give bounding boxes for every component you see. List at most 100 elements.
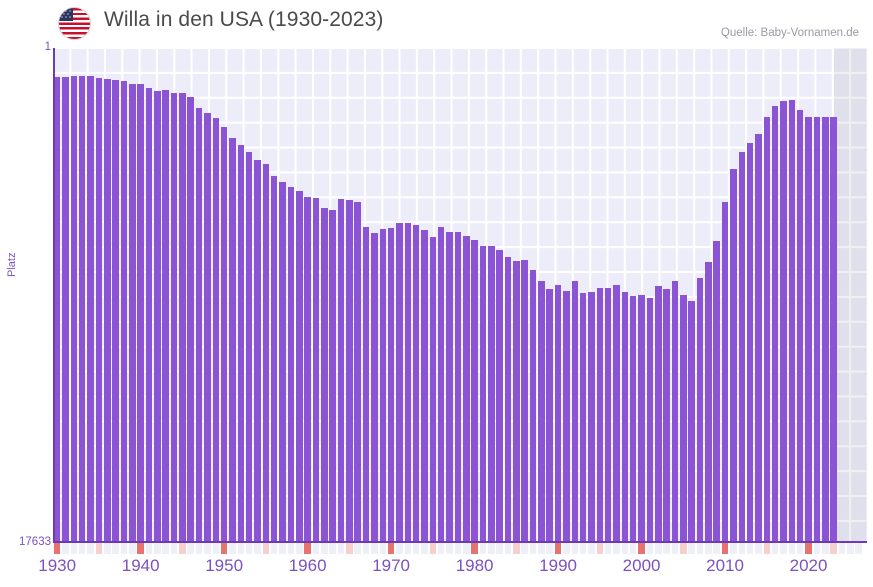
bar [237, 145, 245, 543]
y-axis-bottom-label: 17633 [19, 536, 51, 548]
x-axis-tick [387, 543, 395, 554]
bar [170, 93, 178, 543]
bar [220, 127, 228, 543]
x-axis-tick [738, 543, 745, 554]
x-axis-tick [279, 543, 286, 554]
y-axis-title: Platz [6, 252, 18, 277]
x-axis-tick [554, 543, 562, 554]
bar [53, 76, 61, 543]
bar [755, 133, 762, 543]
bar [195, 108, 203, 543]
bar [312, 198, 320, 543]
bar [262, 164, 270, 543]
bar [629, 296, 637, 543]
bar [87, 76, 94, 543]
bar [129, 84, 136, 543]
bar [379, 229, 387, 543]
x-axis-tick [429, 543, 437, 554]
x-axis-tick [513, 543, 520, 554]
bar [730, 168, 737, 543]
x-axis-tick [471, 543, 478, 554]
bar [304, 196, 311, 543]
x-axis-tick [696, 543, 704, 554]
bar [254, 159, 261, 543]
x-axis-tick [855, 543, 862, 554]
x-axis-tick [270, 543, 278, 554]
x-axis-tick [129, 543, 136, 554]
x-axis-tick [53, 543, 61, 554]
bar [521, 259, 528, 543]
x-axis-tick [755, 543, 762, 554]
bar [638, 295, 645, 543]
x-axis-tick [822, 543, 829, 554]
bar [805, 117, 812, 543]
x-axis-tick [847, 543, 854, 554]
x-axis-tick [237, 543, 245, 554]
bar [596, 288, 604, 543]
bar [571, 281, 579, 543]
x-axis-tick [688, 543, 695, 554]
x-axis-tick-label: 1930 [38, 556, 77, 575]
x-axis-tick [805, 543, 812, 554]
x-axis-tick [404, 543, 412, 554]
x-axis-tick [638, 543, 645, 554]
x-axis-tick [771, 543, 779, 554]
x-axis-tick [245, 543, 253, 554]
x-axis-tick-label: 2000 [622, 556, 661, 575]
x-axis-tick [596, 543, 604, 554]
x-axis-tick [321, 543, 328, 554]
y-axis-top-label: 1 [44, 41, 51, 53]
bar [788, 100, 796, 543]
bar [655, 286, 662, 543]
us-flag-icon [59, 8, 90, 39]
bar [613, 285, 620, 543]
bar [346, 200, 353, 543]
x-axis-tick [613, 543, 620, 554]
bar [145, 87, 153, 543]
x-axis-tick [312, 543, 320, 554]
bar [671, 281, 679, 543]
bar [212, 117, 220, 543]
x-axis-tick [780, 543, 787, 554]
bar [463, 236, 470, 543]
bar [396, 223, 403, 543]
bar [95, 78, 103, 543]
bar [179, 92, 186, 543]
x-axis-tick [421, 543, 428, 554]
bar [154, 90, 161, 543]
x-axis-tick [220, 543, 228, 554]
x-axis-tick [87, 543, 94, 554]
future-shaded-region [834, 48, 867, 543]
x-axis-tick [621, 543, 629, 554]
bar [187, 97, 194, 543]
bar [287, 186, 295, 543]
x-axis-tick [70, 543, 78, 554]
x-axis-tick [655, 543, 662, 554]
bar [663, 289, 670, 543]
bar [162, 89, 169, 543]
x-axis-tick-label: 1970 [372, 556, 411, 575]
bar [229, 137, 236, 543]
bar [321, 208, 328, 543]
x-axis-tick [137, 543, 144, 554]
x-axis-tick-label: 1990 [539, 556, 578, 575]
bar [120, 81, 128, 543]
x-axis-tick [705, 543, 712, 554]
bar [705, 261, 712, 543]
bar [604, 288, 612, 543]
x-axis-tick [371, 543, 378, 554]
bar [796, 109, 804, 543]
x-axis-tick [145, 543, 153, 554]
bar [437, 227, 445, 543]
x-axis-tick [763, 543, 771, 554]
x-axis-tick [329, 543, 336, 554]
x-axis-tick [746, 543, 754, 554]
bar [538, 281, 545, 543]
x-axis-tick [154, 543, 161, 554]
x-axis-tick [112, 543, 119, 554]
x-axis-tick [838, 543, 846, 554]
x-axis-tick [162, 543, 169, 554]
x-axis-tick [463, 543, 470, 554]
x-axis-tick [304, 543, 311, 554]
x-axis-tick [362, 543, 370, 554]
